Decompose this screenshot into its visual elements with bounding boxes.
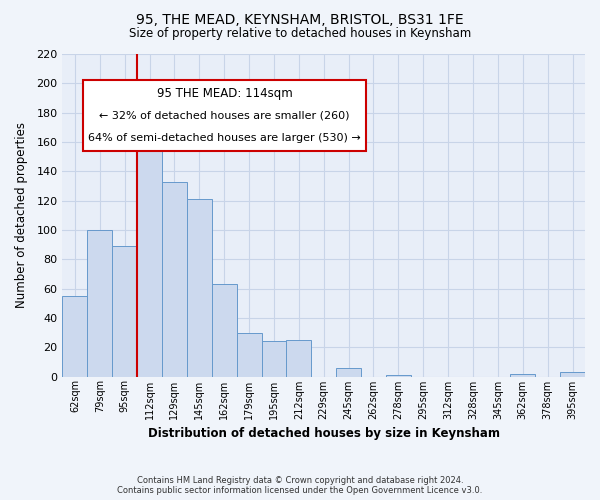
Bar [137, 120, 162, 376]
Bar [212, 284, 236, 376]
Bar [187, 199, 212, 376]
Text: Size of property relative to detached houses in Keynsham: Size of property relative to detached ho… [129, 28, 471, 40]
Bar [112, 246, 137, 376]
Bar [236, 332, 262, 376]
Text: Contains HM Land Registry data © Crown copyright and database right 2024.
Contai: Contains HM Land Registry data © Crown c… [118, 476, 482, 495]
Text: 95, THE MEAD, KEYNSHAM, BRISTOL, BS31 1FE: 95, THE MEAD, KEYNSHAM, BRISTOL, BS31 1F… [136, 12, 464, 26]
Bar [386, 375, 411, 376]
Bar [336, 368, 361, 376]
Text: 95 THE MEAD: 114sqm: 95 THE MEAD: 114sqm [157, 88, 292, 101]
Text: 64% of semi-detached houses are larger (530) →: 64% of semi-detached houses are larger (… [88, 133, 361, 143]
Bar [286, 340, 311, 376]
Bar [88, 230, 112, 376]
Y-axis label: Number of detached properties: Number of detached properties [15, 122, 28, 308]
X-axis label: Distribution of detached houses by size in Keynsham: Distribution of detached houses by size … [148, 427, 500, 440]
Bar [83, 80, 365, 151]
Bar [511, 374, 535, 376]
Bar [162, 182, 187, 376]
Bar [560, 372, 585, 376]
Bar [262, 342, 286, 376]
Text: ← 32% of detached houses are smaller (260): ← 32% of detached houses are smaller (26… [99, 110, 350, 120]
Bar [62, 296, 88, 376]
